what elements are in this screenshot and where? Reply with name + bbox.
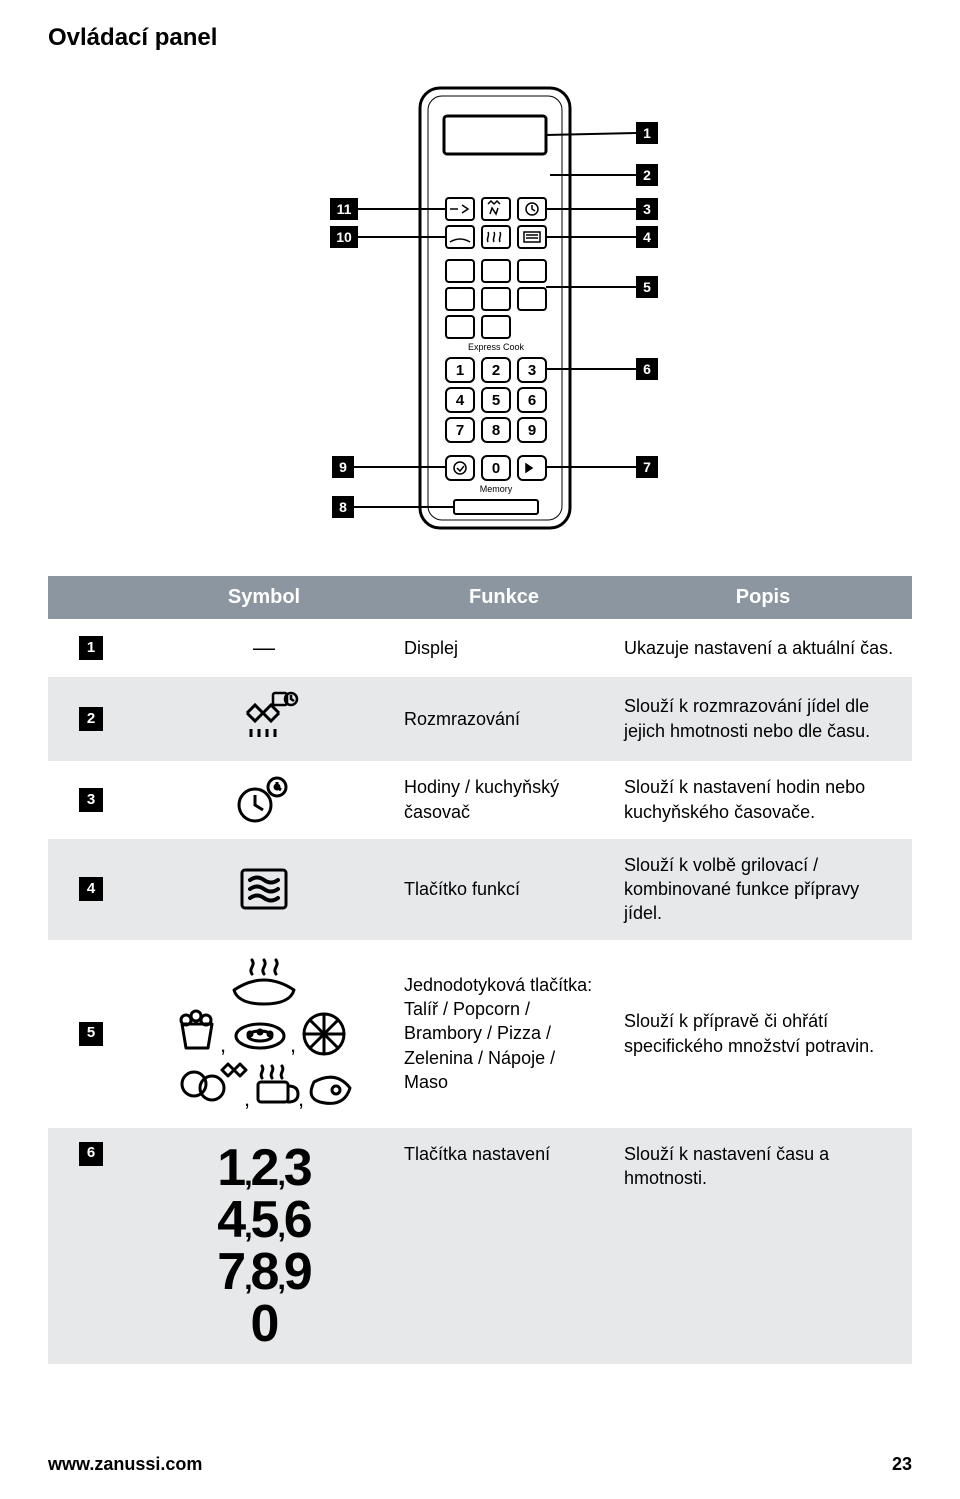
- funkce: Tlačítka nastavení: [394, 1128, 614, 1364]
- page-footer: www.zanussi.com 23: [48, 1454, 912, 1475]
- table-row: 6 1,2,3 4,5,6 7,8,9 0 Tlačítka nastavení…: [48, 1128, 912, 1364]
- svg-text:4: 4: [643, 229, 651, 245]
- control-panel-diagram: Express Cook 123 456 789 0 Memory 1 2 3 …: [48, 80, 912, 540]
- funkce: Jednodotyková tlačítka: Talíř / Popcorn …: [394, 940, 614, 1128]
- memory-label: Memory: [480, 484, 513, 494]
- row-number: 1: [79, 636, 103, 660]
- th-popis: Popis: [614, 576, 912, 619]
- symbol-dash: —: [134, 619, 394, 677]
- svg-text:9: 9: [528, 422, 536, 439]
- svg-text:,: ,: [298, 1086, 304, 1111]
- th-funkce: Funkce: [394, 576, 614, 619]
- svg-text:11: 11: [337, 201, 352, 217]
- functions-table: Symbol Funkce Popis 1 — Displej Ukazuje …: [48, 576, 912, 1364]
- express-cook-label: Express Cook: [468, 342, 525, 352]
- row-number: 4: [79, 877, 103, 901]
- footer-url: www.zanussi.com: [48, 1454, 202, 1475]
- svg-text:8: 8: [339, 499, 347, 515]
- svg-text:10: 10: [336, 229, 352, 245]
- popis: Slouží k volbě grilovací / kombinované f…: [614, 839, 912, 940]
- svg-text:6: 6: [528, 392, 536, 409]
- svg-text:6: 6: [643, 361, 651, 377]
- svg-text:7: 7: [643, 459, 651, 475]
- symbol-defrost-icon: [134, 677, 394, 761]
- symbol-clock-icon: [134, 761, 394, 839]
- symbol-waves-icon: [134, 839, 394, 940]
- table-row: 3 Hodiny / kuchyňský časovač Slouží k na…: [48, 761, 912, 839]
- svg-text:,: ,: [290, 1032, 296, 1057]
- funkce: Displej: [394, 619, 614, 677]
- svg-text:8: 8: [492, 422, 500, 439]
- popis: Ukazuje nastavení a aktuální čas.: [614, 619, 912, 677]
- svg-text:3: 3: [528, 362, 536, 379]
- svg-text:7: 7: [456, 422, 464, 439]
- table-row: 5: [48, 940, 912, 1128]
- popis: Slouží k nastavení hodin nebo kuchyňskéh…: [614, 761, 912, 839]
- funkce: Rozmrazování: [394, 677, 614, 761]
- table-header: Symbol Funkce Popis: [48, 576, 912, 619]
- svg-text:4: 4: [456, 392, 465, 409]
- svg-text:5: 5: [492, 392, 500, 409]
- svg-text:9: 9: [339, 459, 347, 475]
- svg-text:3: 3: [643, 201, 651, 217]
- svg-text:2: 2: [643, 167, 651, 183]
- page-title: Ovládací panel: [48, 24, 912, 52]
- table-row: 1 — Displej Ukazuje nastavení a aktuální…: [48, 619, 912, 677]
- svg-text:2: 2: [492, 362, 500, 379]
- footer-page-number: 23: [892, 1454, 912, 1475]
- popis: Slouží k nastavení času a hmotnosti.: [614, 1128, 912, 1364]
- svg-text:0: 0: [492, 460, 500, 477]
- row-number: 5: [79, 1022, 103, 1046]
- svg-text:5: 5: [643, 279, 651, 295]
- svg-text:1: 1: [456, 362, 464, 379]
- row-number: 2: [79, 707, 103, 731]
- symbol-keypad-icon: 1,2,3 4,5,6 7,8,9 0: [134, 1128, 394, 1364]
- symbol-foods-icon: ,, ,,: [134, 940, 394, 1128]
- svg-text:,: ,: [220, 1032, 226, 1057]
- popis: Slouží k rozmrazování jídel dle jejich h…: [614, 677, 912, 761]
- th-symbol: Symbol: [134, 576, 394, 619]
- table-row: 2 Rozmrazování Slouží k rozmrazování jíd…: [48, 677, 912, 761]
- row-number: 6: [79, 1142, 103, 1166]
- svg-text:1: 1: [643, 125, 651, 141]
- funkce: Tlačítko funkcí: [394, 839, 614, 940]
- row-number: 3: [79, 788, 103, 812]
- table-row: 4 Tlačítko funkcí Slouží k volbě grilova…: [48, 839, 912, 940]
- funkce: Hodiny / kuchyňský časovač: [394, 761, 614, 839]
- svg-text:,: ,: [244, 1086, 250, 1111]
- popis: Slouží k přípravě či ohřátí specifického…: [614, 940, 912, 1128]
